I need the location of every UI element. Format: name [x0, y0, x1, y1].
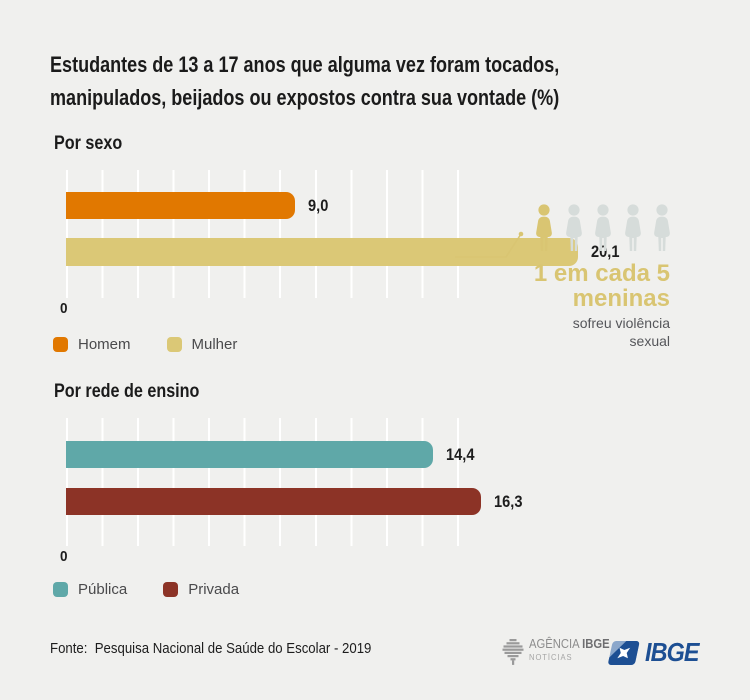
agencia-ibge-map-icon — [502, 639, 524, 665]
callout-subtext-line2: sexual — [629, 333, 670, 349]
girl-figure-icon-highlighted — [531, 204, 557, 252]
girls-pictogram — [531, 204, 679, 252]
chart2-legend: Pública Privada — [53, 581, 275, 598]
legend-swatch-mulher — [166, 337, 182, 352]
legend-swatch-privada — [163, 582, 179, 597]
page-title-line1: Estudantes de 13 a 17 anos que alguma ve… — [50, 52, 560, 77]
chart2-legend-item-privada: Privada — [163, 581, 239, 598]
callout-highlight-line1: 1 em cada 5 — [533, 260, 670, 287]
legend-label-privada: Privada — [188, 581, 240, 598]
agencia-ibge-logo-text: AGÊNCIA IBGE NOTÍCIAS — [529, 638, 619, 662]
agencia-noticias-word: NOTÍCIAS — [529, 652, 573, 662]
callout-subtext: sofreu violência sexual — [410, 314, 670, 350]
chart1-bar-row-homem: 9,0 — [66, 192, 626, 219]
legend-label-homem: Homem — [78, 336, 131, 353]
girl-figure-icon — [590, 204, 616, 252]
page-title-line2: manipulados, beijados ou expostos contra… — [50, 85, 560, 110]
callout-subtext-line1: sofreu violência — [572, 315, 670, 331]
chart1-legend: Homem Mulher — [53, 336, 273, 353]
chart1-heading: Por sexo — [54, 133, 123, 154]
callout-connector-line — [455, 231, 524, 258]
agencia-ibge-noticias-logo: AGÊNCIA IBGE NOTÍCIAS — [502, 638, 619, 665]
legend-swatch-publica — [53, 582, 68, 597]
chart1-bar-homem — [66, 192, 296, 219]
legend-label-publica: Pública — [78, 581, 128, 598]
chart1-bar-row-mulher: 20,1 — [66, 238, 626, 266]
girl-figure-icon — [561, 204, 587, 252]
chart2-axis-zero-label: 0 — [60, 548, 68, 565]
chart1-plot-area: 9,0 20,1 — [66, 170, 619, 298]
page-title: Estudantes de 13 a 17 anos que alguma ve… — [50, 48, 591, 114]
callout-highlight-text: 1 em cada 5 meninas — [410, 261, 670, 311]
chart1-axis-zero-label: 0 — [60, 300, 68, 317]
agencia-ibge-word: IBGE — [582, 637, 610, 651]
chart1-legend-item-mulher: Mulher — [166, 336, 238, 353]
chart2-bar-row-publica: 14,4 — [66, 441, 626, 468]
chart2-plot-area: 14,4 16,3 — [66, 418, 522, 546]
chart2-bar-publica — [66, 441, 433, 468]
legend-swatch-homem — [53, 337, 68, 352]
chart2-heading: Por rede de ensino — [54, 381, 200, 402]
girl-figure-icon — [620, 204, 646, 252]
ibge-logo-wordmark: IBGE — [645, 637, 700, 667]
chart1-bar-mulher — [66, 238, 578, 266]
callout-highlight-line2: meninas — [572, 285, 670, 312]
chart2-legend-item-publica: Pública — [53, 581, 127, 598]
chart2-value-privada: 16,3 — [493, 491, 523, 511]
chart2-bar-privada — [66, 488, 481, 515]
chart1-value-homem: 9,0 — [308, 195, 329, 215]
chart1-value-mulher: 20,1 — [590, 242, 620, 261]
legend-label-mulher: Mulher — [191, 336, 238, 353]
ibge-logo-icon — [608, 640, 640, 665]
girl-figure-icon — [649, 204, 675, 252]
chart2-value-publica: 14,4 — [445, 444, 474, 464]
ibge-logo: IBGE — [606, 637, 705, 668]
chart2-bar-row-privada: 16,3 — [66, 488, 626, 515]
source-note: Fonte: Pesquisa Nacional de Saúde do Esc… — [50, 640, 372, 657]
agencia-word: AGÊNCIA — [529, 637, 580, 651]
chart1-legend-item-homem: Homem — [53, 336, 131, 353]
